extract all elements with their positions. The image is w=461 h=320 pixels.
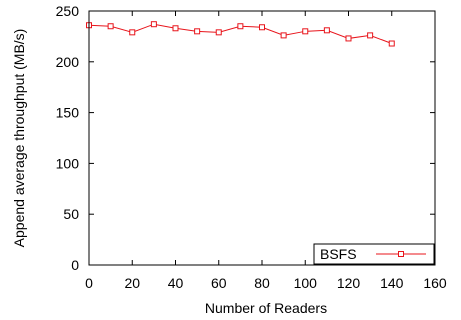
- legend-box: [313, 243, 435, 265]
- x-tick-label: 60: [211, 275, 227, 291]
- y-tick-label: 250: [56, 3, 80, 19]
- y-tick-label: 50: [63, 206, 79, 222]
- x-tick-label: 120: [337, 275, 361, 291]
- data-point: [302, 28, 309, 35]
- x-tick-label: 80: [254, 275, 270, 291]
- data-point: [150, 21, 157, 28]
- plot-frame: [88, 10, 436, 266]
- x-tick-label: 40: [168, 275, 184, 291]
- y-tick-label: 100: [56, 155, 80, 171]
- data-point: [237, 23, 244, 30]
- legend: BSFS: [313, 243, 435, 265]
- x-tick-label: 160: [423, 275, 447, 291]
- data-point: [172, 25, 179, 32]
- y-tick-label: 200: [56, 54, 80, 70]
- legend-marker-bsfs: [398, 251, 404, 257]
- data-point: [280, 32, 287, 39]
- axis-ticks: 0 20 40 60 80 100 120 140 160 0 50 100 150 200 250: [56, 3, 447, 291]
- x-tick-label: 140: [380, 275, 404, 291]
- legend-label-bsfs: BSFS: [320, 246, 357, 262]
- series-layer: [86, 21, 395, 47]
- data-point: [129, 29, 136, 36]
- y-axis-label: Append average throughput (MB/s): [11, 29, 27, 248]
- y-tick-label: 150: [56, 105, 80, 121]
- x-tick-label: 100: [294, 275, 318, 291]
- data-point: [323, 27, 330, 34]
- data-point: [215, 29, 222, 36]
- data-point: [367, 32, 374, 39]
- x-tick-label: 0: [85, 275, 93, 291]
- data-point: [388, 40, 395, 47]
- data-point: [107, 23, 114, 30]
- x-tick-label: 20: [124, 275, 140, 291]
- x-axis-label: Number of Readers: [205, 300, 327, 316]
- data-point: [259, 24, 265, 31]
- y-tick-label: 0: [71, 257, 79, 273]
- data-point: [345, 35, 352, 42]
- data-point: [194, 28, 201, 35]
